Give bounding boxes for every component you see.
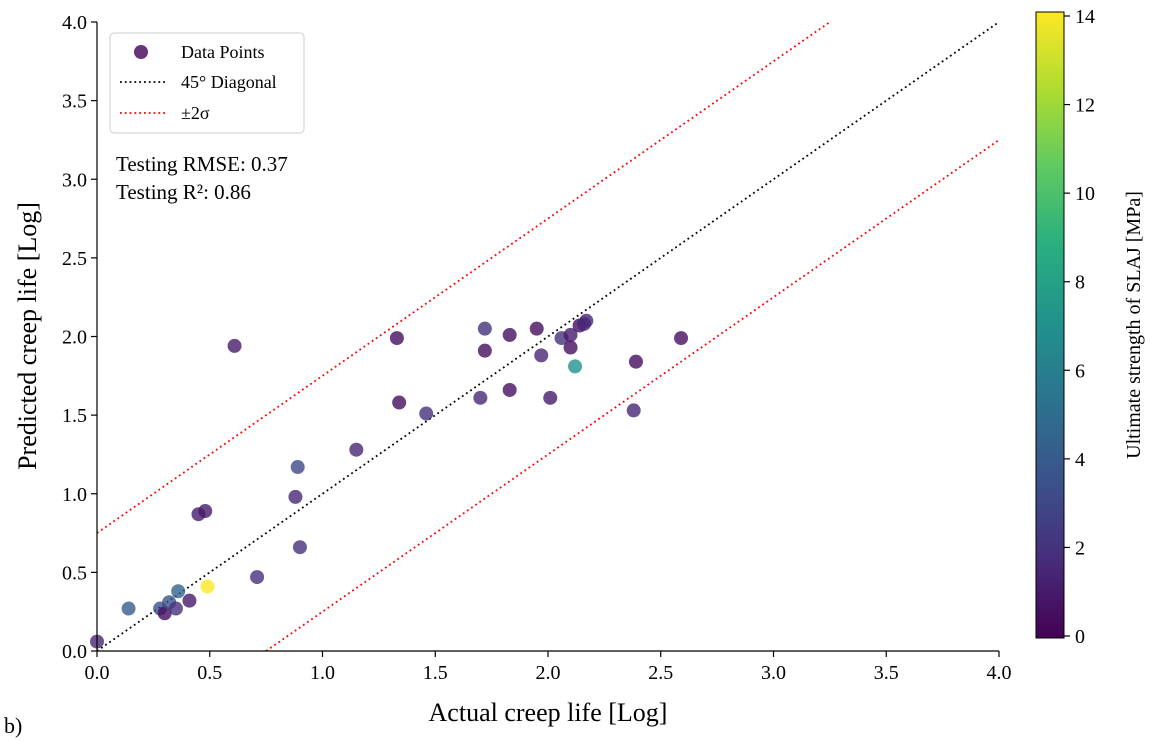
x-axis-label: Actual creep life [Log] — [429, 698, 668, 727]
data-point — [477, 343, 492, 358]
data-point — [157, 606, 172, 621]
x-tick-label: 1.0 — [310, 662, 335, 684]
legend: Data Points 45° Diagonal ±2σ — [109, 32, 305, 134]
x-ticks: 0.0 0.5 1.0 1.5 2.0 2.5 3.0 3.5 4.0 — [85, 651, 1012, 684]
x-tick-label: 2.0 — [536, 662, 561, 684]
colorbar-tick-label: 6 — [1075, 360, 1085, 382]
data-point — [419, 406, 434, 421]
colorbar-tick-label: 8 — [1075, 272, 1085, 294]
data-point — [389, 331, 404, 346]
data-point — [200, 579, 215, 594]
data-point — [579, 313, 594, 328]
data-point — [168, 601, 183, 616]
data-point — [568, 359, 583, 374]
y-tick-label: 3.0 — [62, 169, 87, 191]
colorbar-tick-label: 10 — [1075, 183, 1095, 205]
x-tick-label: 3.5 — [874, 662, 899, 684]
colorbar: 0 2 4 6 8 10 12 14 Ultimate strength of SLAJ [M… — [1035, 6, 1145, 648]
data-point — [227, 338, 242, 353]
data-point — [250, 570, 265, 585]
data-point — [473, 390, 488, 405]
colorbar-gradient — [1035, 11, 1065, 639]
data-point — [502, 327, 517, 342]
data-point — [563, 327, 578, 342]
data-point — [121, 601, 136, 616]
data-point — [288, 489, 303, 504]
colorbar-tick-label: 4 — [1075, 449, 1085, 471]
data-point — [392, 395, 407, 410]
data-points — [90, 313, 689, 649]
data-point — [198, 504, 213, 519]
data-point — [502, 382, 517, 397]
data-point — [290, 460, 305, 475]
legend-label-diagonal: 45° Diagonal — [181, 72, 277, 92]
y-axis-label: Predicted creep life [Log] — [13, 202, 42, 470]
y-tick-label: 1.5 — [62, 405, 87, 427]
reference-lines — [97, 22, 999, 651]
panel-label: b) — [4, 713, 22, 738]
data-point — [182, 593, 197, 608]
y-tick-label: 2.5 — [62, 248, 87, 270]
data-point — [543, 390, 558, 405]
legend-marker-data-points — [134, 45, 148, 59]
colorbar-label: Ultimate strength of SLAJ [MPa] — [1123, 191, 1145, 459]
stats-r2: Testing R²: 0.86 — [116, 180, 251, 204]
y-ticks: 0.0 0.5 1.0 1.5 2.0 2.5 3.0 3.5 4.0 — [62, 12, 97, 663]
y-tick-label: 0.5 — [62, 562, 87, 584]
data-point — [529, 321, 544, 336]
x-tick-label: 0.0 — [85, 662, 110, 684]
y-tick-label: 0.0 — [62, 641, 87, 663]
y-tick-label: 2.0 — [62, 327, 87, 349]
colorbar-tick-label: 12 — [1075, 95, 1095, 117]
y-tick-label: 1.0 — [62, 484, 87, 506]
x-tick-label: 4.0 — [987, 662, 1012, 684]
data-point — [477, 321, 492, 336]
legend-box — [109, 32, 305, 134]
diagonal-line — [97, 22, 999, 651]
legend-label-sigma: ±2σ — [181, 103, 210, 123]
colorbar-ticks: 0 2 4 6 8 10 12 14 — [1064, 6, 1095, 648]
stats-rmse: Testing RMSE: 0.37 — [116, 152, 288, 176]
data-point — [674, 331, 689, 346]
data-point — [349, 442, 364, 457]
legend-label-data-points: Data Points — [181, 42, 265, 62]
sigma-line — [97, 22, 831, 534]
data-point — [563, 340, 578, 355]
y-tick-label: 3.5 — [62, 91, 87, 113]
colorbar-tick-label: 2 — [1075, 537, 1085, 559]
x-tick-label: 2.5 — [648, 662, 673, 684]
colorbar-tick-label: 0 — [1075, 626, 1085, 648]
y-tick-label: 4.0 — [62, 12, 87, 34]
data-point — [628, 354, 643, 369]
data-point — [171, 584, 186, 599]
x-tick-label: 1.5 — [423, 662, 448, 684]
data-point — [626, 403, 641, 418]
sigma-line — [265, 139, 999, 651]
data-point — [534, 348, 549, 363]
data-point — [292, 540, 307, 555]
x-tick-label: 3.0 — [761, 662, 786, 684]
x-tick-label: 0.5 — [197, 662, 222, 684]
colorbar-tick-label: 14 — [1075, 6, 1095, 28]
